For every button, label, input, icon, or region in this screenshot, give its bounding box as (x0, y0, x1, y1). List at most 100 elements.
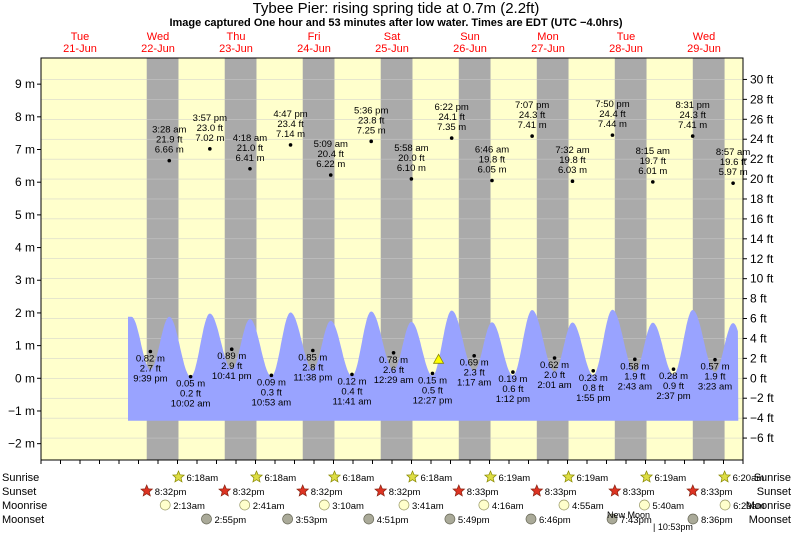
left-tick-label: 2 m (15, 306, 35, 320)
moonset-time: 8:36pm (701, 515, 733, 526)
moonset-time: 2:55pm (214, 515, 246, 526)
right-tick-label: 6 ft (750, 312, 767, 326)
right-tick-label: 4 ft (750, 331, 767, 345)
low-tide-time: 11:38 pm (293, 373, 332, 384)
high-tide-m: 6.22 m (316, 159, 345, 170)
high-tide-m: 7.02 m (195, 133, 224, 144)
high-tide-ft: 20.0 ft (398, 153, 425, 164)
right-tick-label: 0 ft (750, 371, 767, 385)
new-moon-label: New Moon (607, 510, 650, 520)
low-tide-time: 10:02 am (171, 399, 211, 410)
sunset-time: 8:33pm (467, 487, 499, 498)
right-tick-label: −2 ft (750, 391, 774, 405)
sunrise-icon (405, 470, 420, 483)
moonrise-time: 3:10am (332, 501, 364, 512)
high-tide-ft: 19.8 ft (559, 155, 586, 166)
new-moon-time: | 10:53pm (653, 522, 693, 532)
high-tide-ft: 23.8 ft (358, 115, 385, 126)
astronomy-rows: Sunrise Sunrise 6:18am 6:18am 6:18am 6:18am 6:… (2, 470, 791, 526)
left-tick-label: −1 m (8, 404, 35, 418)
high-tide-m: 6.10 m (397, 163, 426, 174)
left-tick-label: 3 m (15, 273, 35, 287)
day-labels: Tue21-JunWed22-JunThu23-JunFri24-JunSat2… (63, 31, 721, 55)
left-tick-label: 9 m (15, 77, 35, 91)
sunset-icon (140, 484, 154, 497)
low-tide-time: 9:39 pm (133, 373, 167, 384)
sunrise-time: 6:18am (342, 473, 374, 484)
low-tide-m: 0.15 m (418, 375, 447, 386)
moonset-time: 6:46pm (539, 515, 571, 526)
moonrise-time: 6:29am (733, 501, 765, 512)
right-tick-label: 24 ft (750, 132, 774, 146)
high-tide-m: 6.05 m (477, 165, 506, 176)
low-tide-dot (552, 356, 557, 360)
sunrise-time: 6:18am (264, 473, 296, 484)
moonset-icon (444, 513, 456, 525)
chart-header: Tybee Pier: rising spring tide at 0.7m (… (169, 0, 622, 29)
right-tick-label: 28 ft (750, 92, 774, 106)
sunset-time: 8:32pm (311, 487, 343, 498)
low-tide-dot (188, 374, 193, 379)
sunset-icon (686, 484, 700, 497)
low-tide-dot (472, 353, 476, 358)
moonrise-icon (239, 499, 251, 511)
day-name: Wed (693, 31, 715, 43)
moonrise-time: 5:40am (652, 501, 684, 512)
sunset-time: 8:33pm (701, 487, 733, 498)
sunrise-time: 6:18am (420, 473, 452, 484)
low-tide-time: 3:23 am (698, 382, 732, 393)
low-tide-dot (391, 351, 396, 355)
moonset-label-right: Moonset (749, 514, 791, 526)
moonset-time: 3:53pm (296, 515, 328, 526)
low-tide-ft: 0.5 ft (422, 385, 443, 396)
high-tide-dot (369, 139, 374, 144)
low-tide-time: 1:55 pm (576, 393, 610, 404)
low-tide-dot (269, 373, 274, 378)
low-tide-ft: 0.6 ft (502, 384, 523, 395)
high-tide-dot (610, 133, 615, 137)
low-tide-ft: 0.9 ft (663, 381, 684, 392)
high-tide-time: 4:47 pm (273, 109, 307, 120)
low-tide-dot (591, 368, 596, 373)
high-tide-ft: 24.3 ft (679, 110, 706, 121)
high-tide-ft: 24.1 ft (438, 112, 465, 123)
sunset-icon (452, 484, 466, 497)
right-tick-label: 30 ft (750, 72, 774, 86)
high-tide-time: 8:31 pm (676, 100, 710, 111)
current-tide-marker (432, 353, 445, 364)
low-tide-dot (350, 372, 354, 377)
low-tide-time: 2:43 am (618, 381, 652, 392)
tide-area (128, 309, 739, 421)
left-tick-label: 5 m (15, 208, 35, 222)
moonrise-icon (558, 499, 570, 511)
right-tick-label: 10 ft (750, 272, 774, 286)
low-tide-ft: 1.9 ft (704, 372, 725, 383)
low-tide-time: 12:27 pm (413, 395, 453, 406)
sunrise-time: 6:19am (499, 473, 531, 484)
day-date: 21-Jun (63, 43, 97, 55)
high-tide-dot (651, 180, 655, 184)
sunset-time: 8:33pm (545, 487, 577, 498)
low-tide-dot (148, 349, 153, 354)
moonset-time: 7:43pm (620, 515, 652, 526)
high-tide-ft: 19.7 ft (640, 156, 667, 167)
right-tick-label: 8 ft (750, 292, 767, 306)
low-tide-ft: 2.6 ft (383, 365, 404, 376)
high-tide-dot (731, 181, 735, 185)
right-tick-label: 2 ft (750, 351, 767, 365)
high-tide-ft: 21.9 ft (156, 135, 183, 146)
low-tide-ft: 0.2 ft (180, 389, 201, 400)
day-name: Wed (147, 31, 169, 43)
low-tide-time: 10:53 am (252, 397, 292, 408)
moonset-icon (282, 513, 293, 525)
moonset-icon (363, 513, 375, 525)
high-tide-time: 7:32 am (555, 145, 589, 156)
moonrise-time: 4:16am (492, 501, 524, 512)
high-tide-ft: 20.4 ft (318, 149, 345, 160)
day-date: 25-Jun (375, 43, 409, 55)
high-tide-time: 6:46 am (475, 145, 509, 156)
high-tide-time: 3:28 am (152, 125, 186, 136)
low-tide-dot (511, 370, 515, 374)
high-tide-m: 6.66 m (155, 145, 184, 156)
low-tide-m: 0.69 m (460, 358, 489, 369)
